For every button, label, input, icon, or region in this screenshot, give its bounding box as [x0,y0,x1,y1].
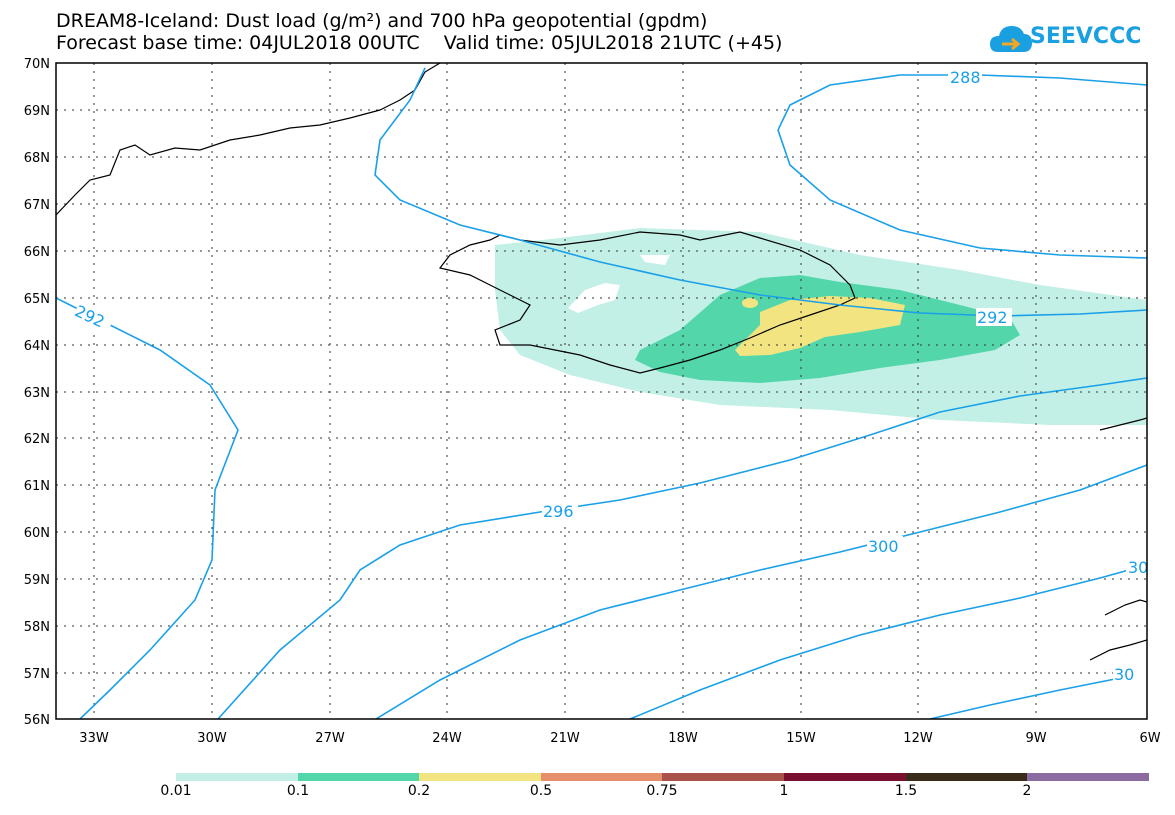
lat-label: 65N [24,292,50,307]
legend-label: 0.01 [160,783,192,799]
legend-swatch [662,773,784,781]
legend-swatch [906,773,1027,781]
legend-swatch [541,773,662,781]
lat-label: 56N [24,713,50,728]
lat-label: 63N [24,386,50,401]
lat-label: 57N [24,667,50,682]
lon-label: 33W [79,731,109,746]
legend-swatch [298,773,419,781]
legend-label: 0.1 [286,783,310,799]
lat-label: 60N [24,526,50,541]
dust-field-0.2-small [742,298,758,308]
legend-label: 1.5 [894,783,918,799]
legend-swatch [419,773,541,781]
lon-label: 21W [550,731,580,746]
lon-label: 24W [432,731,462,746]
legend-swatch [176,773,298,781]
logo-cloud-icon [990,26,1032,52]
contour-labels: 288 292 292 296 300 30 30 [71,68,1148,684]
lon-label: 12W [903,731,933,746]
latitude-labels: 70N 69N 68N 67N 66N 65N 64N 63N 62N 61N … [24,57,50,728]
legend-label: 0.2 [407,783,431,799]
lat-label: 58N [24,620,50,635]
lat-label: 70N [24,57,50,72]
map-title-line2: Forecast base time: 04JUL2018 00UTC Vali… [56,32,783,54]
lon-label: 6W [1139,731,1160,746]
lon-label: 30W [197,731,227,746]
legend-swatch [1027,773,1149,781]
lat-label: 64N [24,339,50,354]
contour-label: 30 [1114,665,1134,684]
legend-label: 0.5 [529,783,553,799]
contour-label: 292 [977,308,1008,327]
lon-label: 9W [1025,731,1046,746]
lat-label: 68N [24,151,50,166]
geopotential-contours [56,67,1147,719]
contour-label: 296 [543,502,574,521]
contour-label: 30 [1128,558,1148,577]
contour-label: 288 [950,68,981,87]
lat-label: 61N [24,479,50,494]
legend-label: 2 [1022,783,1032,799]
lat-label: 66N [24,245,50,260]
legend-label: 0.75 [646,783,678,799]
lat-label: 59N [24,573,50,588]
legend-label: 1 [779,783,789,799]
lat-label: 67N [24,198,50,213]
lon-label: 18W [668,731,698,746]
legend-swatch [784,773,906,781]
logo-text: SEEVCCC [1030,24,1142,49]
dust-field-0.2 [735,296,905,356]
lat-label: 69N [24,104,50,119]
map-title-line1: DREAM8-Iceland: Dust load (g/m²) and 700… [56,10,708,32]
map-grid [56,63,1147,719]
lon-label: 27W [315,731,345,746]
lat-label: 62N [24,432,50,447]
coastline [56,63,1147,661]
contour-label: 300 [868,537,899,556]
lon-label: 15W [786,731,816,746]
map-frame [55,62,1148,720]
longitude-labels: 33W 30W 27W 24W 21W 18W 15W 12W 9W 6W [79,731,1160,746]
